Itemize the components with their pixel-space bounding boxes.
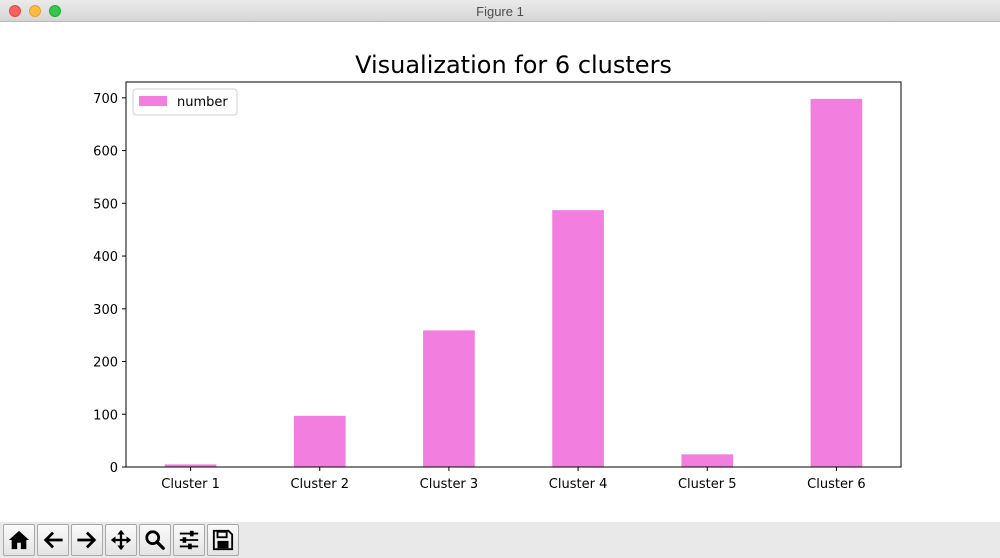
- x-tick-label: Cluster 6: [807, 477, 866, 492]
- x-tick-label: Cluster 2: [290, 477, 349, 492]
- bar: [164, 464, 217, 467]
- close-window-button[interactable]: [9, 5, 21, 17]
- y-tick-label: 100: [93, 408, 118, 423]
- legend-label: number: [177, 95, 228, 110]
- y-tick-label: 700: [93, 92, 118, 107]
- home-icon: [8, 530, 30, 550]
- back-button[interactable]: [37, 524, 69, 556]
- figure-canvas: Visualization for 6 clusters 0 100 200 300 40…: [0, 22, 1000, 522]
- x-tick-label: Cluster 4: [549, 477, 608, 492]
- bar: [810, 98, 863, 467]
- bar: [293, 415, 346, 467]
- chart-title: Visualization for 6 clusters: [355, 51, 672, 79]
- pan-button[interactable]: [105, 524, 137, 556]
- y-tick-label: 500: [93, 197, 118, 212]
- window-title: Figure 1: [476, 4, 524, 19]
- x-tick-label: Cluster 5: [678, 477, 737, 492]
- configure-subplots-button[interactable]: [173, 524, 205, 556]
- magnifier-icon: [145, 530, 165, 550]
- forward-button[interactable]: [71, 524, 103, 556]
- sliders-icon: [179, 530, 199, 550]
- y-tick-label: 400: [93, 250, 118, 265]
- bar: [681, 454, 734, 467]
- minimize-window-button[interactable]: [29, 5, 41, 17]
- y-tick-label: 0: [110, 461, 118, 476]
- y-tick-label: 600: [93, 145, 118, 160]
- floppy-disk-icon: [212, 529, 234, 551]
- save-button[interactable]: [207, 524, 239, 556]
- y-tick-label: 200: [93, 356, 118, 371]
- move-icon: [110, 529, 132, 551]
- arrow-left-icon: [43, 531, 63, 549]
- bar-chart: Visualization for 6 clusters 0 100 200 300 40…: [93, 51, 902, 492]
- legend-box: [132, 88, 238, 116]
- maximize-window-button[interactable]: [49, 5, 61, 17]
- home-button[interactable]: [3, 524, 35, 556]
- bar: [423, 330, 475, 467]
- window-titlebar: Figure 1: [0, 0, 1000, 22]
- plot-frame: [125, 81, 902, 468]
- navigation-toolbar: [0, 522, 1000, 558]
- bar: [552, 210, 604, 467]
- x-tick-label: Cluster 1: [161, 477, 220, 492]
- arrow-right-icon: [77, 531, 97, 549]
- zoom-button[interactable]: [139, 524, 171, 556]
- y-tick-label: 300: [93, 303, 118, 318]
- legend-swatch: [139, 96, 167, 106]
- x-tick-label: Cluster 3: [420, 477, 479, 492]
